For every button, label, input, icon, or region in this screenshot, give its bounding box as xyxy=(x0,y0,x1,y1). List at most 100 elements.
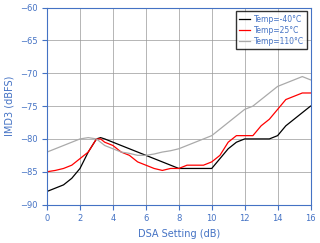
Temp=-40°C xyxy=(308,105,312,108)
Temp=110°C xyxy=(127,152,131,155)
Temp=110°C xyxy=(111,147,115,150)
Temp=25°C xyxy=(308,92,312,95)
Temp=-40°C xyxy=(268,138,271,140)
Temp=110°C xyxy=(276,85,279,88)
Temp=25°C xyxy=(152,167,156,170)
Temp=-40°C xyxy=(94,138,98,140)
Temp=-40°C xyxy=(78,167,82,170)
Line: Temp=-40°C: Temp=-40°C xyxy=(47,106,310,191)
Temp=110°C xyxy=(169,149,172,152)
Temp=-40°C xyxy=(144,154,148,157)
Temp=110°C xyxy=(193,141,197,144)
Line: Temp=25°C: Temp=25°C xyxy=(47,93,310,172)
Temp=110°C xyxy=(202,138,205,140)
Temp=25°C xyxy=(144,164,148,167)
Legend: Temp=-40°C, Temp=25°C, Temp=110°C: Temp=-40°C, Temp=25°C, Temp=110°C xyxy=(236,11,307,49)
Temp=-40°C xyxy=(169,164,172,167)
Temp=-40°C xyxy=(127,147,131,150)
Temp=25°C xyxy=(292,95,296,98)
Temp=25°C xyxy=(53,169,57,172)
Temp=-40°C xyxy=(177,167,181,170)
Temp=25°C xyxy=(136,160,140,163)
X-axis label: DSA Setting (dB): DSA Setting (dB) xyxy=(138,229,220,239)
Temp=25°C xyxy=(268,118,271,121)
Temp=110°C xyxy=(177,147,181,150)
Temp=110°C xyxy=(62,144,66,147)
Temp=-40°C xyxy=(292,118,296,121)
Temp=25°C xyxy=(169,167,172,170)
Temp=110°C xyxy=(86,136,90,139)
Temp=110°C xyxy=(78,138,82,140)
Temp=110°C xyxy=(45,151,49,154)
Temp=25°C xyxy=(45,170,49,173)
Temp=25°C xyxy=(62,167,66,170)
Temp=-40°C xyxy=(103,138,107,140)
Temp=-40°C xyxy=(202,167,205,170)
Temp=25°C xyxy=(259,124,263,127)
Temp=-40°C xyxy=(210,167,214,170)
Temp=-40°C xyxy=(218,157,222,160)
Temp=110°C xyxy=(218,128,222,130)
Temp=25°C xyxy=(202,164,205,167)
Temp=25°C xyxy=(94,138,98,140)
Temp=110°C xyxy=(103,144,107,147)
Temp=110°C xyxy=(292,78,296,81)
Temp=-40°C xyxy=(62,183,66,186)
Line: Temp=110°C: Temp=110°C xyxy=(47,77,310,155)
Temp=25°C xyxy=(111,144,115,147)
Temp=110°C xyxy=(243,108,247,111)
Temp=110°C xyxy=(99,141,102,144)
Temp=25°C xyxy=(210,160,214,163)
Temp=25°C xyxy=(119,151,123,154)
Temp=-40°C xyxy=(111,141,115,144)
Temp=25°C xyxy=(218,154,222,157)
Temp=25°C xyxy=(127,154,131,157)
Temp=-40°C xyxy=(119,144,123,147)
Temp=110°C xyxy=(160,151,164,154)
Temp=110°C xyxy=(300,75,304,78)
Temp=-40°C xyxy=(152,157,156,160)
Temp=110°C xyxy=(235,114,238,117)
Temp=-40°C xyxy=(53,187,57,190)
Temp=110°C xyxy=(226,121,230,124)
Temp=110°C xyxy=(144,154,148,157)
Temp=25°C xyxy=(300,92,304,95)
Temp=25°C xyxy=(235,134,238,137)
Temp=110°C xyxy=(251,105,255,108)
Temp=-40°C xyxy=(226,147,230,150)
Temp=25°C xyxy=(160,169,164,172)
Temp=-40°C xyxy=(300,111,304,114)
Temp=-40°C xyxy=(160,160,164,163)
Temp=25°C xyxy=(70,164,74,167)
Temp=-40°C xyxy=(251,138,255,140)
Temp=-40°C xyxy=(276,134,279,137)
Temp=110°C xyxy=(308,78,312,81)
Temp=-40°C xyxy=(45,190,49,193)
Temp=-40°C xyxy=(99,136,102,139)
Temp=110°C xyxy=(136,154,140,157)
Temp=25°C xyxy=(284,98,288,101)
Temp=110°C xyxy=(152,153,156,156)
Temp=-40°C xyxy=(243,138,247,140)
Temp=25°C xyxy=(177,167,181,170)
Temp=-40°C xyxy=(259,138,263,140)
Temp=-40°C xyxy=(136,151,140,154)
Temp=110°C xyxy=(284,82,288,85)
Temp=25°C xyxy=(86,151,90,154)
Temp=-40°C xyxy=(70,177,74,180)
Temp=110°C xyxy=(210,134,214,137)
Temp=25°C xyxy=(226,141,230,144)
Temp=-40°C xyxy=(86,151,90,154)
Temp=-40°C xyxy=(185,167,189,170)
Temp=25°C xyxy=(103,141,107,144)
Temp=25°C xyxy=(193,164,197,167)
Temp=110°C xyxy=(94,138,98,140)
Temp=25°C xyxy=(251,134,255,137)
Temp=110°C xyxy=(70,141,74,144)
Temp=-40°C xyxy=(235,141,238,144)
Temp=110°C xyxy=(53,147,57,150)
Temp=25°C xyxy=(243,134,247,137)
Temp=110°C xyxy=(185,144,189,147)
Temp=25°C xyxy=(185,164,189,167)
Temp=-40°C xyxy=(284,124,288,127)
